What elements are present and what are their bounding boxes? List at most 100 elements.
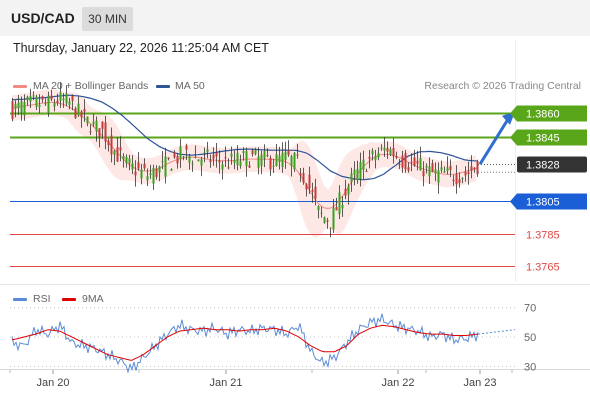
candle-down [314,186,317,199]
rsi-tick-70: 70 [524,303,536,315]
timeframe-badge[interactable]: 30 MIN [82,7,133,31]
candle-up [203,152,206,154]
candle-down [155,168,158,177]
candle-up [20,100,23,113]
candle-up [26,96,29,100]
candle-up [161,161,164,163]
bollinger-band-layer [12,89,476,238]
candle-down [56,100,59,104]
candle-up [263,150,266,159]
candle-up [38,104,41,108]
candle-down [119,147,122,151]
candle-up [170,169,173,171]
candle-down [302,173,305,183]
candle-up [278,155,281,162]
candle-up [332,207,335,230]
candle-down [11,101,14,119]
candle-up [362,159,365,170]
ma50-legend-swatch [156,85,170,88]
candle-down [431,163,434,173]
candle-up [374,155,377,160]
price-label-1.3785: 1.3785 [526,230,560,242]
candle-down [269,157,272,170]
ma20-line [11,101,478,209]
candle-up [317,206,320,211]
candle-down [74,108,77,119]
candle-up [341,204,344,209]
candle-down [473,167,476,170]
candle-up [257,156,260,168]
candle-down [452,179,455,182]
candle-up [338,192,341,215]
candle-down [458,179,461,184]
candle-up [245,151,248,167]
candle-up [62,98,65,101]
candle-down [368,156,371,159]
candle-down [218,161,221,163]
candle-up [32,95,35,97]
candle-down [116,147,119,162]
candle-up [35,96,38,107]
candle-up [59,92,62,101]
candle-down [422,170,425,177]
candle-up [383,147,386,151]
candle-down [104,122,107,142]
candle-down [143,163,146,169]
symbol-title: USD/CAD [11,10,75,26]
candle-down [470,166,473,171]
candle-up [347,186,350,195]
candle-down [410,161,413,163]
candle-up [323,217,326,223]
candle-down [215,152,218,157]
candle-up [380,147,383,149]
candle-up [152,168,155,184]
candle-down [296,154,299,156]
candle-up [320,212,323,214]
candle-down [476,161,479,175]
candle-up [146,176,149,181]
candle-up [377,152,380,158]
rsi-projection [477,329,516,335]
candle-up [233,160,236,163]
candle-down [392,148,395,157]
candle-down [287,150,290,155]
candle-up [419,158,422,171]
candle-up [428,166,431,177]
level-lines-layer [10,112,515,267]
price-label-bg-1.3805 [510,193,587,210]
candle-up [272,165,275,167]
price-label-bg-1.3860 [510,105,587,122]
candle-up [353,169,356,175]
candle-up [281,152,284,168]
candle-down [107,140,110,146]
ma20-legend-swatch [13,85,27,88]
candle-down [173,152,176,158]
candle-up [182,156,185,158]
chart-datetime: Thursday, January 22, 2026 11:25:04 AM C… [13,41,269,55]
header-bar: USD/CAD 30 MIN [0,0,590,36]
x-tick-label: Jan 20 [36,377,69,389]
candle-down [395,156,398,158]
projection-arrow-shaft [478,120,509,166]
rsi-tick-50: 50 [524,332,536,344]
candles-layer [11,82,479,238]
candle-down [227,167,230,169]
bollinger-band [12,89,476,238]
ma50-legend-label: MA 50 [175,80,205,92]
candle-up [242,151,245,153]
x-tick-label: Jan 22 [381,377,414,389]
candle-down [176,156,179,164]
candle-down [167,157,170,159]
candle-up [53,103,56,107]
candle-down [83,109,86,112]
candle-up [254,149,257,155]
candle-up [122,156,125,160]
candle-up [440,167,443,171]
candle-down [266,155,269,157]
rsi-ma-legend-label: 9MA [82,293,104,305]
candle-down [335,206,338,211]
candle-down [455,173,458,185]
candle-down [50,95,53,100]
candle-up [236,152,239,166]
